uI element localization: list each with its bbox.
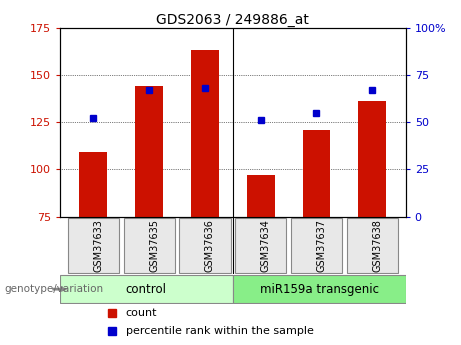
Title: GDS2063 / 249886_at: GDS2063 / 249886_at xyxy=(156,12,309,27)
Text: genotype/variation: genotype/variation xyxy=(5,284,104,294)
FancyBboxPatch shape xyxy=(179,218,230,273)
Bar xyxy=(191,50,219,217)
Bar xyxy=(358,101,386,217)
Text: count: count xyxy=(125,308,157,318)
Text: GSM37636: GSM37636 xyxy=(205,219,215,272)
FancyBboxPatch shape xyxy=(291,218,342,273)
Text: GSM37634: GSM37634 xyxy=(260,219,271,272)
FancyBboxPatch shape xyxy=(347,218,398,273)
Bar xyxy=(302,130,331,217)
FancyBboxPatch shape xyxy=(68,218,119,273)
Bar xyxy=(135,86,163,217)
Text: percentile rank within the sample: percentile rank within the sample xyxy=(125,326,313,336)
Text: GSM37637: GSM37637 xyxy=(316,219,326,272)
Bar xyxy=(247,175,275,217)
FancyBboxPatch shape xyxy=(233,276,406,303)
FancyBboxPatch shape xyxy=(60,276,233,303)
Text: GSM37633: GSM37633 xyxy=(94,219,103,272)
Bar xyxy=(79,152,107,217)
Text: GSM37635: GSM37635 xyxy=(149,219,159,272)
FancyBboxPatch shape xyxy=(235,218,286,273)
Text: miR159a transgenic: miR159a transgenic xyxy=(260,283,379,296)
Text: control: control xyxy=(126,283,167,296)
Text: GSM37638: GSM37638 xyxy=(372,219,382,272)
FancyBboxPatch shape xyxy=(124,218,175,273)
